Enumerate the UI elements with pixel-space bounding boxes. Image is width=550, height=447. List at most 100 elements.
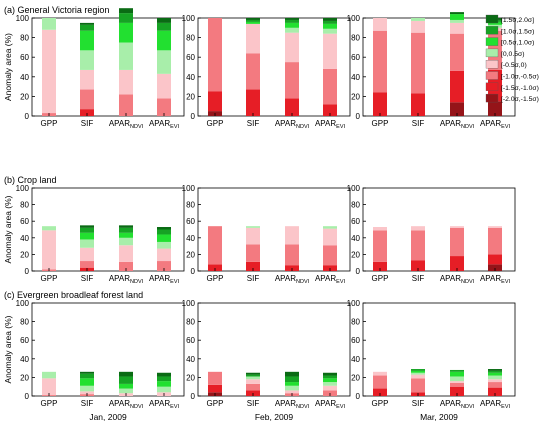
x-tick-label: SIF — [412, 274, 425, 283]
bar-segment — [323, 28, 337, 34]
x-tick-label: SIF — [81, 119, 94, 128]
y-axis-label: Anomaly area (%) — [3, 315, 13, 383]
bar-segment — [450, 102, 464, 116]
bar-segment — [323, 20, 337, 24]
bar-segment — [42, 230, 56, 270]
bar-segment — [488, 369, 502, 371]
bar-segment — [208, 226, 222, 265]
y-tick-label: 40 — [20, 355, 29, 364]
bar-segment — [373, 227, 387, 231]
x-tick-label: GPP — [207, 119, 224, 128]
y-tick-label: 60 — [351, 336, 360, 345]
bar-segment — [157, 386, 171, 393]
bar-segment — [488, 387, 502, 396]
x-tick-label: APARNDVI — [275, 119, 310, 130]
bar-segment — [119, 225, 133, 228]
y-tick-label: 40 — [20, 234, 29, 243]
y-tick-label: 80 — [351, 318, 360, 327]
bar-segment — [80, 22, 94, 25]
legend-swatch — [485, 37, 499, 46]
x-tick-label: SIF — [412, 119, 425, 128]
bar-segment — [323, 245, 337, 266]
bar-segment — [246, 18, 260, 20]
bar-segment — [323, 228, 337, 246]
y-tick-label: 40 — [351, 355, 360, 364]
legend-swatch — [485, 82, 499, 91]
y-tick-label: 20 — [20, 373, 29, 382]
x-tick-label: APARNDVI — [109, 119, 144, 130]
bar-segment — [373, 92, 387, 116]
bar-segment — [285, 244, 299, 266]
panel-title: (c) Evergreen broadleaf forest land — [4, 290, 143, 300]
bar-segment — [157, 376, 171, 382]
bar-segment — [285, 382, 299, 386]
bar-segment — [450, 22, 464, 34]
bar-segment — [373, 388, 387, 396]
bar-segment — [42, 29, 56, 114]
bar-segment — [411, 374, 425, 379]
bar-segment — [246, 372, 260, 375]
y-tick-label: 100 — [347, 299, 361, 308]
bar-segment — [285, 19, 299, 23]
bar-segment — [119, 245, 133, 262]
bar-segment — [373, 375, 387, 389]
plot-frame — [31, 302, 185, 397]
plot-frame — [197, 17, 351, 117]
legend-swatch — [485, 14, 499, 24]
bar-segment — [157, 372, 171, 377]
bar-segment — [157, 229, 171, 235]
y-tick-label: 20 — [186, 250, 195, 259]
legend-label: [0.5σ,1.0σ) — [501, 40, 534, 47]
bar-segment — [208, 91, 222, 112]
y-tick-label: 100 — [182, 184, 196, 193]
bar-segment — [488, 254, 502, 265]
bar-segment — [411, 372, 425, 375]
x-tick-label: SIF — [247, 399, 260, 408]
bar-segment — [450, 33, 464, 71]
x-tick-label: GPP — [372, 399, 389, 408]
bar-segment — [208, 18, 222, 92]
bar-segment — [450, 14, 464, 20]
y-tick-label: 0 — [356, 392, 361, 401]
y-tick-label: 0 — [356, 267, 361, 276]
bar-segment — [208, 384, 222, 393]
bar-segment — [157, 248, 171, 262]
y-tick-label: 20 — [351, 250, 360, 259]
y-tick-label: 60 — [20, 336, 29, 345]
x-tick-label: APARNDVI — [109, 274, 144, 285]
bar-segment — [285, 18, 299, 20]
plot-frame — [197, 187, 351, 272]
bar-segment — [246, 374, 260, 377]
bar-segment — [323, 226, 337, 229]
legend-label: [0,0.5σ) — [501, 51, 524, 58]
bar-segment — [119, 8, 133, 14]
bar-segment — [80, 391, 94, 395]
month-label: Mar, 2009 — [420, 412, 458, 422]
x-tick-label: APAREVI — [480, 274, 511, 285]
legend-label: [1.0σ,1.5σ) — [501, 28, 534, 35]
bar-segment — [157, 261, 171, 271]
y-tick-label: 40 — [186, 355, 195, 364]
y-tick-label: 80 — [186, 34, 195, 43]
y-tick-label: 60 — [20, 53, 29, 62]
x-tick-label: APAREVI — [315, 119, 346, 130]
bar-segment — [80, 227, 94, 233]
y-tick-label: 80 — [186, 318, 195, 327]
bar-segment — [119, 42, 133, 70]
legend-label: [-1.0σ,-0.5σ) — [501, 74, 539, 81]
bar-segment — [246, 244, 260, 262]
legend-label: [-2.0σ,-1.5σ) — [501, 96, 539, 103]
legend-swatch — [485, 60, 499, 69]
bar-segment — [80, 69, 94, 90]
bar-segment — [323, 378, 337, 383]
bar-segment — [323, 68, 337, 105]
y-tick-label: 100 — [16, 299, 30, 308]
bar-segment — [323, 104, 337, 116]
bar-segment — [450, 381, 464, 383]
x-tick-label: SIF — [81, 274, 94, 283]
bar-segment — [450, 19, 464, 23]
y-tick-label: 20 — [186, 373, 195, 382]
month-label: Feb, 2009 — [255, 412, 294, 422]
bar-segment — [411, 226, 425, 231]
bar-segment — [80, 24, 94, 31]
